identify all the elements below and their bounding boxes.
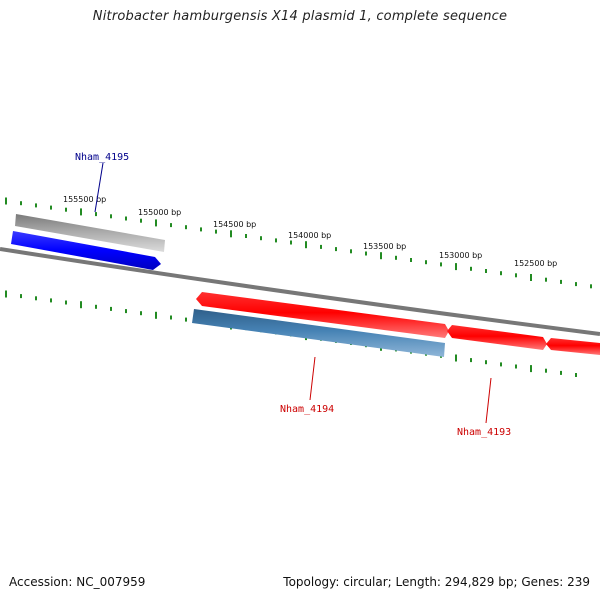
lower-row-minor-tick: [500, 362, 502, 367]
accession-text: Accession: NC_007959: [9, 575, 146, 589]
lower-row-minor-tick: [95, 304, 97, 309]
upper-row-major-tick: [80, 208, 82, 216]
cds-arrow-nham-4195[interactable]: [11, 231, 161, 270]
lower-row-minor-tick: [125, 309, 127, 314]
lower-row-minor-tick: [485, 360, 487, 365]
gene-bar-nham-4194[interactable]: [192, 309, 445, 357]
lower-row-major-tick: [5, 290, 7, 298]
upper-row-minor-tick: [590, 284, 592, 289]
gene-bar-nham-4195[interactable]: [15, 214, 165, 252]
lower-row-minor-tick: [50, 298, 52, 303]
gene-label-nham-4194[interactable]: Nham_4194: [280, 404, 334, 415]
lower-row-minor-tick: [140, 311, 142, 316]
lower-row-minor-tick: [20, 294, 22, 299]
upper-row-major-tick: [155, 219, 157, 227]
tick-label-154000: 154000 bp: [288, 231, 331, 240]
upper-row-minor-tick: [350, 249, 352, 254]
upper-row-minor-tick: [470, 266, 472, 271]
upper-row-minor-tick: [140, 218, 142, 223]
lower-row-major-tick: [80, 301, 82, 309]
map-title: Nitrobacter hamburgensis X14 plasmid 1, …: [92, 9, 508, 24]
upper-row-minor-tick: [335, 247, 337, 252]
cds-arrow-nham-4193[interactable]: [447, 325, 547, 350]
upper-row-minor-tick: [425, 260, 427, 265]
leader-line-nham-4195: [94, 162, 104, 213]
gene-label-nham-4193[interactable]: Nham_4193: [457, 427, 511, 438]
lower-row-minor-tick: [575, 373, 577, 377]
lower-row-minor-tick: [110, 306, 112, 311]
upper-row-minor-tick: [545, 277, 547, 282]
lower-row-minor-tick: [470, 358, 472, 363]
upper-row-minor-tick: [515, 273, 517, 278]
leader-line-nham-4193: [485, 377, 492, 424]
upper-row-minor-tick: [185, 225, 187, 230]
upper-row-minor-tick: [500, 271, 502, 276]
upper-row-minor-tick: [575, 282, 577, 287]
upper-row-minor-tick: [245, 234, 247, 238]
upper-row-minor-tick: [125, 216, 127, 221]
upper-row-major-tick: [5, 197, 7, 205]
tick-rows: [5, 197, 592, 377]
sequence-backbone: [0, 247, 600, 336]
lower-row-minor-tick: [65, 300, 67, 305]
upper-row-minor-tick: [110, 214, 112, 219]
upper-row-minor-tick: [410, 258, 412, 262]
lower-row-minor-tick: [545, 368, 547, 373]
upper-row-minor-tick: [170, 223, 172, 228]
upper-row-major-tick: [530, 274, 532, 281]
leader-line-nham-4194: [309, 356, 316, 401]
upper-row-minor-tick: [35, 203, 37, 208]
upper-row-minor-tick: [320, 244, 322, 249]
gene-label-nham-4195[interactable]: Nham_4195: [75, 152, 129, 163]
tick-label-155000: 155000 bp: [138, 208, 181, 217]
lower-row-minor-tick: [185, 317, 187, 322]
lower-row-minor-tick: [170, 315, 172, 320]
upper-row-major-tick: [230, 230, 232, 238]
upper-row-minor-tick: [260, 236, 262, 241]
cds-arrow-next[interactable]: [546, 338, 600, 355]
tick-label-152500: 152500 bp: [514, 259, 557, 268]
tick-label-153000: 153000 bp: [439, 251, 482, 260]
lower-row-minor-tick: [35, 296, 37, 301]
tick-label-154500: 154500 bp: [213, 220, 256, 229]
upper-row-minor-tick: [20, 201, 22, 206]
upper-row-minor-tick: [560, 279, 562, 284]
lower-row-major-tick: [455, 354, 457, 362]
upper-row-minor-tick: [440, 262, 442, 267]
upper-row-minor-tick: [50, 205, 52, 210]
upper-row-minor-tick: [275, 238, 277, 243]
upper-row-minor-tick: [95, 212, 97, 217]
cds-arrow-nham-4194[interactable]: [196, 292, 449, 338]
lower-row-major-tick: [530, 365, 532, 373]
lower-row-minor-tick: [560, 370, 562, 375]
upper-row-major-tick: [455, 263, 457, 271]
upper-row-minor-tick: [215, 229, 217, 234]
tick-label-153500: 153500 bp: [363, 242, 406, 251]
upper-row-minor-tick: [365, 251, 367, 256]
lower-row-minor-tick: [515, 364, 517, 369]
tick-label-155500: 155500 bp: [63, 195, 106, 204]
upper-row-major-tick: [380, 252, 382, 260]
upper-row-major-tick: [305, 241, 307, 249]
upper-row-minor-tick: [290, 240, 292, 245]
upper-row-minor-tick: [395, 255, 397, 260]
summary-text: Topology: circular; Length: 294,829 bp; …: [283, 575, 590, 589]
upper-row-minor-tick: [65, 207, 67, 212]
lower-row-major-tick: [155, 311, 157, 319]
tick-labels: 155500 bp 155000 bp 154500 bp 154000 bp …: [63, 195, 557, 268]
upper-row-minor-tick: [485, 269, 487, 273]
upper-row-minor-tick: [200, 227, 202, 232]
